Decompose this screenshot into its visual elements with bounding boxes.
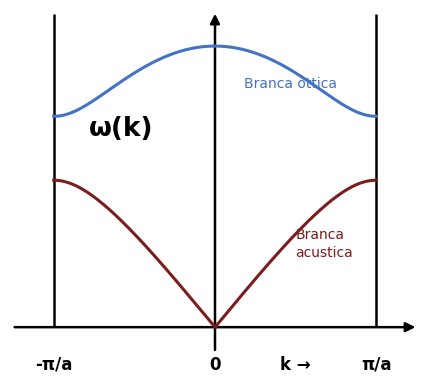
Text: π/a: π/a xyxy=(361,356,391,374)
Text: 0: 0 xyxy=(209,356,221,374)
Text: k →: k → xyxy=(280,356,311,374)
Text: -π/a: -π/a xyxy=(35,356,72,374)
Text: Branca
acustica: Branca acustica xyxy=(295,229,353,260)
Text: ω(k): ω(k) xyxy=(89,116,154,142)
Text: Branca ottica: Branca ottica xyxy=(244,77,337,91)
